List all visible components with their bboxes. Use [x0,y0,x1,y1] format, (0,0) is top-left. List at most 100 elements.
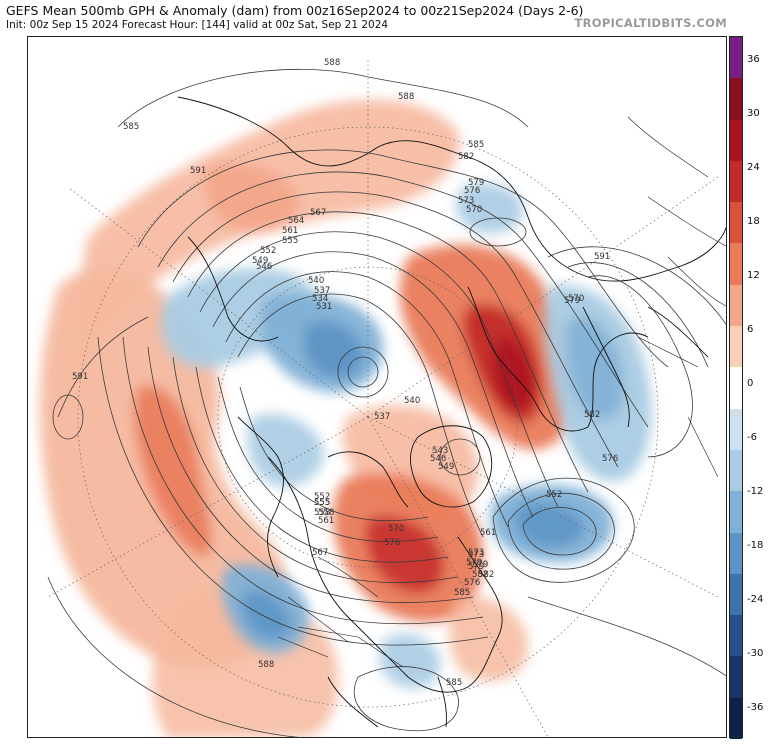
colorbar-segment [730,243,742,286]
contour-label: 552 [314,492,330,502]
coast-florida [437,676,447,728]
coastlines [177,96,726,728]
chart-subtitle: Init: 00z Sep 15 2024 Forecast Hour: [14… [6,19,389,31]
colorbar-segment [730,78,742,121]
contour-label: 561 [480,528,496,538]
coast-caspian [647,306,709,358]
contour-label: 570 [466,205,482,215]
contour-labels: 5885885855855915825795765735705675645615… [72,58,618,688]
contour-label: 591 [594,252,610,262]
colorbar-segment [730,367,742,410]
contour-label: 555 [314,498,330,508]
anomaly-pos-west-core [133,385,212,557]
graticule [47,57,719,737]
colorbar-tick-label: 6 [747,324,754,335]
contour-label: 552 [260,246,276,256]
map-svg: 5885885855855915825795765735705675645615… [39,57,726,737]
anomaly-neg-alaska [247,413,324,487]
contour-label: 570 [388,524,404,534]
contour-label: 579 [466,558,482,568]
colorbar-tick-label: 30 [747,108,760,119]
colorbar-tick-label: -12 [747,486,764,497]
colorbar-segment [730,615,742,657]
coast-siberia-east [187,236,279,342]
contour-label: 558 [318,508,334,518]
anomaly-pos-europe-mid [492,337,534,411]
contour-label: 546 [430,454,446,464]
contour-label: 573 [458,196,474,206]
contour-label: 585 [123,122,139,132]
colorbar-segment [730,449,742,492]
contour-label: 585 [468,140,484,150]
anomaly-neg-na-west-core [242,591,291,639]
colorbar-segment [730,202,742,244]
coast-north-america [267,456,503,693]
contour-label: 561 [318,516,334,526]
contour-label: 537 [374,412,390,422]
contour-label: 582 [584,410,600,420]
coast-greenland [410,425,493,508]
brand-watermark: TROPICALTIDBITS.COM [574,16,727,30]
colorbar-tick-label: -24 [747,594,764,605]
contour-label: 573 [468,548,484,558]
contour-label: 540 [404,396,420,406]
contour-label: 591 [72,372,88,382]
contour-label: 591 [190,166,206,176]
contour-label: 534 [312,294,328,304]
coast-europe [467,286,649,432]
contour-label: 552 [546,490,562,500]
contour-label: 588 [324,58,340,68]
anomaly-neg-gulf [379,633,441,689]
contour-label: 549 [252,256,268,266]
colorbar-tick-label: 36 [747,54,760,65]
colorbar-tick-label: -6 [747,432,757,443]
colorbar-tick-label: -30 [747,648,764,659]
contour-label: 576 [384,538,400,548]
coast-canada-arctic [327,451,409,508]
contour-label: 576 [602,454,618,464]
contour-label: 579 [468,178,484,188]
contour-label: 537 [314,286,330,296]
contour-label: 582 [472,570,488,580]
contour-label: 555 [282,236,298,246]
positive-anomaly-fields [39,99,573,737]
contour-label: 546 [256,262,272,272]
borders [277,116,726,668]
contour-label: 564 [288,216,304,226]
contour-label: 579 [468,562,484,572]
contour-label: 540 [308,276,324,286]
colorbar-segment [730,119,742,162]
contour-label: 576 [464,578,480,588]
contour-label: 585 [446,678,462,688]
contour-label: 555 [314,498,330,508]
anomaly-neg-atlantic-core [515,503,584,547]
colorbar-tick-label: 18 [747,216,760,227]
colorbar-segment [730,532,742,575]
contour-label: 588 [258,660,274,670]
colorbar-segment [730,656,742,699]
contour-label: 570 [568,294,584,304]
colorbar-tick-label: -18 [747,540,764,551]
colorbar-segment [730,491,742,534]
anomaly-neg-kara [455,183,524,234]
coast-mexico [327,676,379,728]
coast-eurasia [177,96,726,282]
colorbar-segment [730,573,742,616]
colorbar-tick-label: -36 [747,702,764,713]
colorbar-segment [730,408,742,451]
coast-alaska [237,416,284,578]
colorbar-segment [730,697,742,740]
map-panel: 588 588 585 585 591 582 579 576 573 570 567 564 561 5… [27,36,727,738]
contour-label: 582 [478,570,494,580]
colorbar-segment [730,37,742,79]
anomaly-pos-atlantic-south [449,596,528,681]
contour-label: 567 [312,548,328,558]
contour-label: 561 [282,226,298,236]
colorbar-tick-label: 24 [747,162,760,173]
contour-label: 588 [398,92,414,102]
contour-label: 579 [472,560,488,570]
coast-scandinavia [582,306,630,428]
contour-label: 582 [458,152,474,162]
anomaly-pos-asia-north [205,163,299,233]
anomaly-colorbar [729,36,743,740]
